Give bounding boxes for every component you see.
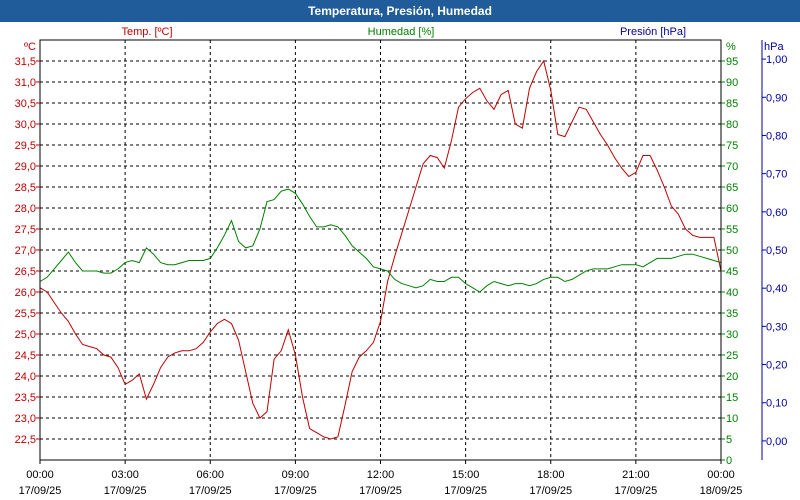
humidity-tick-label: 80: [726, 119, 738, 131]
x-tick-date-label: 17/09/25: [444, 485, 487, 497]
temperature-tick-label: 24,5: [15, 350, 36, 362]
temperature-tick-label: 31,5: [15, 56, 36, 68]
x-tick-time-label: 03:00: [111, 469, 139, 481]
humidity-tick-label: 50: [726, 245, 738, 257]
humidity-tick-label: 60: [726, 203, 738, 215]
temperature-axis-title: Temp. [ºC]: [121, 26, 172, 38]
humidity-tick-label: 45: [726, 266, 738, 278]
temperature-tick-label: 31,0: [15, 77, 36, 89]
x-tick-date-label: 17/09/25: [189, 485, 232, 497]
temperature-tick-label: 23,5: [15, 392, 36, 404]
pressure-tick-label: 0,00: [766, 436, 787, 448]
temperature-series-line: [39, 59, 722, 440]
temperature-tick-label: 27,5: [15, 224, 36, 236]
x-tick-date-label: 17/09/25: [359, 485, 402, 497]
humidity-tick-label: 30: [726, 329, 738, 341]
humidity-tick-label: 55: [726, 224, 738, 236]
temperature-unit-label: ºC: [24, 41, 36, 53]
x-tick-time-label: 12:00: [367, 469, 395, 481]
x-tick-date-label: 17/09/25: [19, 485, 62, 497]
temperature-tick-label: 30,5: [15, 98, 36, 110]
humidity-tick-label: 5: [726, 434, 732, 446]
humidity-tick-label: 15: [726, 392, 738, 404]
humidity-tick-label: 75: [726, 140, 738, 152]
temperature-tick-label: 22,5: [15, 434, 36, 446]
humidity-tick-label: 65: [726, 182, 738, 194]
x-tick-time-label: 18:00: [537, 469, 565, 481]
humidity-tick-label: 25: [726, 350, 738, 362]
pressure-tick-label: 0,10: [766, 398, 787, 410]
humidity-tick-label: 20: [726, 371, 738, 383]
humidity-tick-label: 10: [726, 413, 738, 425]
temperature-tick-label: 30,0: [15, 119, 36, 131]
humidity-tick-label: 35: [726, 308, 738, 320]
x-tick-date-label: 17/09/25: [614, 485, 657, 497]
pressure-tick-label: 0,20: [766, 360, 787, 372]
pressure-tick-label: 1,00: [766, 54, 787, 66]
temperature-tick-label: 28,5: [15, 182, 36, 194]
x-tick-time-label: 09:00: [282, 469, 310, 481]
temperature-tick-label: 26,0: [15, 287, 36, 299]
x-tick-time-label: 15:00: [452, 469, 480, 481]
pressure-tick-label: 0,80: [766, 130, 787, 142]
temperature-tick-label: 29,0: [15, 161, 36, 173]
temperature-tick-label: 25,5: [15, 308, 36, 320]
humidity-tick-label: 95: [726, 56, 738, 68]
humidity-tick-label: 0: [726, 455, 732, 467]
temperature-tick-label: 25,0: [15, 329, 36, 341]
temperature-tick-label: 28,0: [15, 203, 36, 215]
humidity-axis-title: Humedad [%]: [368, 26, 435, 38]
pressure-tick-label: 0,60: [766, 207, 787, 219]
temperature-tick-label: 27,0: [15, 245, 36, 257]
humidity-tick-label: 70: [726, 161, 738, 173]
temperature-tick-label: 23,0: [15, 413, 36, 425]
x-tick-date-label: 17/09/25: [274, 485, 317, 497]
pressure-tick-label: 0,70: [766, 169, 787, 181]
humidity-unit-label: %: [726, 41, 736, 53]
x-tick-date-label: 17/09/25: [104, 485, 147, 497]
x-tick-time-label: 21:00: [622, 469, 650, 481]
humidity-tick-label: 85: [726, 98, 738, 110]
x-tick-date-label: 18/09/25: [700, 485, 743, 497]
temperature-tick-label: 24,0: [15, 371, 36, 383]
temperature-tick-label: 26,5: [15, 266, 36, 278]
x-tick-time-label: 06:00: [196, 469, 224, 481]
pressure-axis-title: Presión [hPa]: [620, 26, 686, 38]
temperature-tick-label: 29,5: [15, 140, 36, 152]
pressure-tick-label: 0,50: [766, 245, 787, 257]
pressure-unit-label: hPa: [764, 41, 784, 53]
humidity-tick-label: 40: [726, 287, 738, 299]
humidity-series-line: [39, 188, 722, 293]
pressure-tick-label: 0,40: [766, 283, 787, 295]
humidity-tick-label: 90: [726, 77, 738, 89]
pressure-tick-label: 0,30: [766, 321, 787, 333]
pressure-tick-label: 0,90: [766, 92, 787, 104]
x-tick-time-label: 00:00: [707, 469, 735, 481]
x-tick-time-label: 00:00: [26, 469, 54, 481]
window-title: Temperatura, Presión, Humedad: [0, 0, 800, 22]
x-tick-date-label: 17/09/25: [529, 485, 572, 497]
